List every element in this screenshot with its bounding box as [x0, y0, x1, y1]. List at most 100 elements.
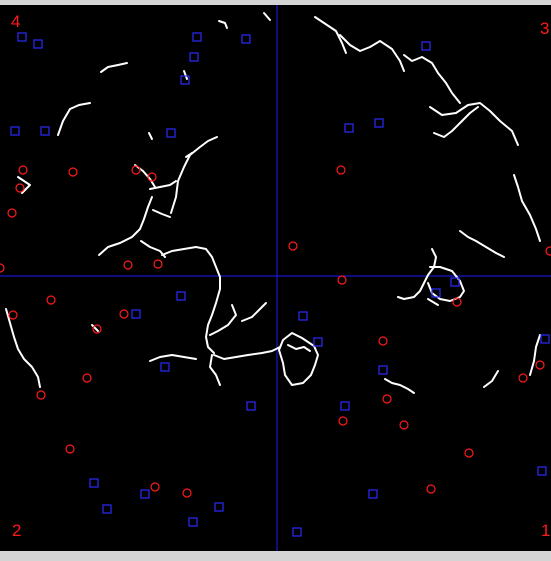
trace-overlay [0, 5, 551, 551]
circle-marker-10 [46, 295, 56, 305]
square-marker-23 [298, 311, 308, 321]
circle-marker-20 [288, 241, 298, 251]
square-marker-4 [241, 34, 251, 44]
square-marker-31 [537, 466, 547, 476]
circle-marker-31 [545, 246, 551, 256]
circle-marker-13 [92, 324, 102, 334]
circle-marker-24 [382, 394, 392, 404]
trace-path-7 [17, 176, 31, 194]
square-marker-11 [131, 309, 141, 319]
trace-path-2 [218, 20, 228, 29]
trace-path-19 [149, 354, 197, 362]
trace-paths [5, 12, 541, 394]
square-marker-3 [192, 32, 202, 42]
circle-marker-12 [8, 310, 18, 320]
circle-marker-7 [123, 260, 133, 270]
circle-marker-26 [399, 420, 409, 430]
trace-path-35 [384, 378, 415, 394]
circle-marker-16 [65, 444, 75, 454]
square-marker-16 [140, 489, 150, 499]
circle-markers [0, 165, 551, 498]
circle-marker-23 [378, 336, 388, 346]
circle-marker-5 [131, 165, 141, 175]
circle-marker-21 [337, 275, 347, 285]
quadrant-label-1: 1 [541, 521, 551, 540]
square-marker-6 [180, 75, 190, 85]
trace-path-3 [263, 12, 271, 21]
square-marker-12 [160, 362, 170, 372]
trace-path-31 [459, 230, 505, 258]
trace-path-36 [483, 370, 499, 388]
circle-marker-22 [452, 297, 462, 307]
trace-path-13 [152, 209, 171, 218]
circle-marker-28 [426, 484, 436, 494]
square-marker-21 [344, 123, 354, 133]
quadrant-label-4: 4 [11, 12, 21, 31]
square-marker-30 [368, 489, 378, 499]
square-marker-27 [431, 288, 441, 298]
square-marker-20 [421, 41, 431, 51]
circle-marker-27 [464, 448, 474, 458]
square-marker-24 [313, 337, 323, 347]
square-marker-14 [89, 478, 99, 488]
trace-path-37 [529, 334, 541, 376]
trace-path-23 [91, 324, 99, 332]
trace-path-9 [170, 136, 218, 214]
circle-marker-18 [182, 488, 192, 498]
trace-path-18 [209, 354, 221, 386]
trace-path-15 [161, 246, 221, 354]
square-marker-5 [189, 52, 199, 62]
circle-marker-2 [15, 183, 25, 193]
trace-path-5 [57, 102, 91, 136]
circle-marker-29 [518, 373, 528, 383]
square-marker-2 [33, 39, 43, 49]
circle-marker-8 [153, 259, 163, 269]
square-marker-26 [340, 401, 350, 411]
trace-path-26 [339, 34, 405, 72]
circle-marker-25 [338, 416, 348, 426]
trace-path-28 [433, 106, 479, 138]
trace-path-25 [314, 16, 347, 54]
circle-marker-6 [147, 172, 157, 182]
square-marker-18 [188, 517, 198, 527]
trace-path-27 [403, 54, 461, 104]
square-marker-15 [102, 504, 112, 514]
trace-path-1 [100, 62, 128, 73]
trace-path-17 [213, 346, 281, 360]
trace-path-20 [241, 302, 267, 322]
square-marker-29 [540, 334, 550, 344]
square-marker-13 [246, 401, 256, 411]
circle-marker-30 [535, 360, 545, 370]
trace-path-22 [287, 344, 311, 352]
circle-marker-9 [0, 263, 5, 273]
trace-path-29 [429, 102, 519, 146]
square-marker-8 [40, 126, 50, 136]
trace-path-11 [149, 180, 177, 190]
square-marker-1 [17, 32, 27, 42]
trace-path-34 [427, 298, 439, 306]
circle-marker-15 [36, 390, 46, 400]
quadrant-label-2: 2 [12, 521, 22, 540]
circle-marker-4 [68, 167, 78, 177]
square-marker-22 [374, 118, 384, 128]
trace-path-32 [397, 248, 437, 300]
square-marker-9 [166, 128, 176, 138]
trace-path-16 [209, 304, 237, 336]
trace-path-33 [427, 266, 465, 302]
circle-marker-19 [336, 165, 346, 175]
trace-path-4 [183, 70, 188, 80]
trace-path-21 [278, 332, 319, 386]
trace-path-30 [513, 174, 541, 242]
square-markers [10, 32, 550, 537]
square-marker-7 [10, 126, 20, 136]
square-marker-17 [214, 502, 224, 512]
square-marker-10 [176, 291, 186, 301]
circle-marker-14 [82, 373, 92, 383]
square-marker-28 [450, 277, 460, 287]
image-viewer-canvas[interactable]: 4 3 2 1 [0, 5, 551, 551]
quadrant-label-3: 3 [540, 19, 550, 38]
status-bar [0, 551, 551, 561]
square-marker-25 [378, 365, 388, 375]
circle-marker-3 [7, 208, 17, 218]
